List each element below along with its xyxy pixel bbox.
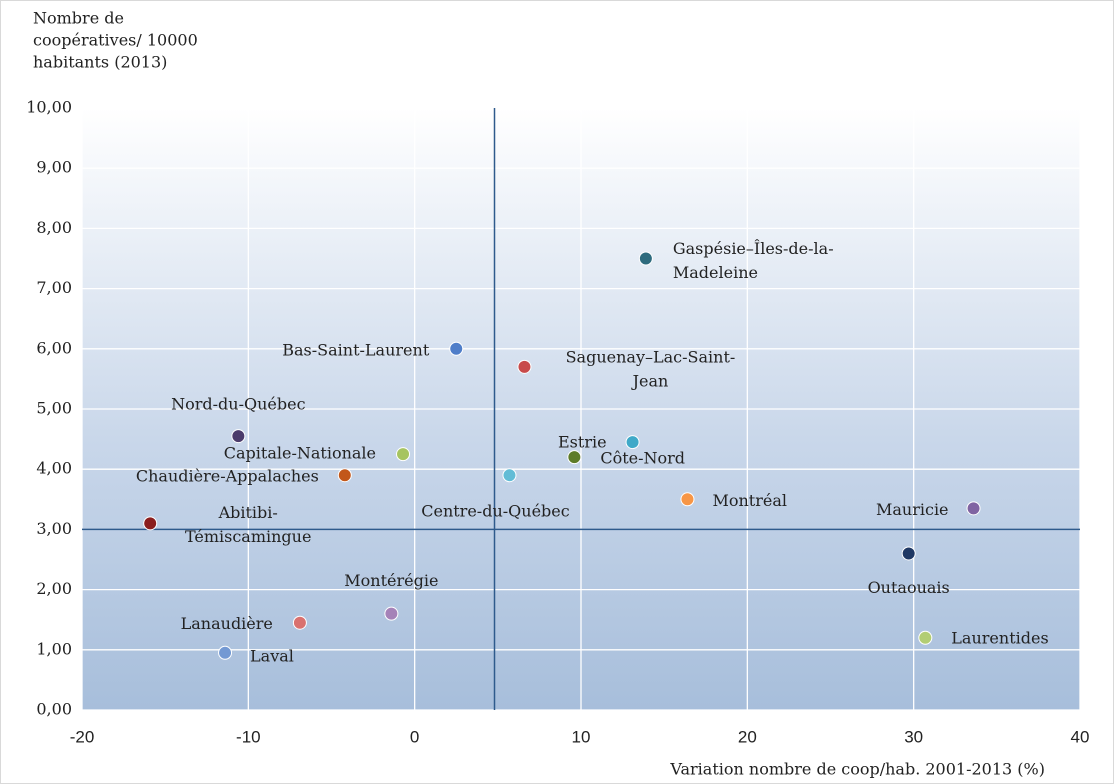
point-label: Mauricie [876,500,949,519]
point-label: Témiscamingue [185,527,312,546]
point [292,615,307,630]
point [449,341,464,356]
point-label: Abitibi- [218,503,278,522]
x-tick-label: 20 [738,727,757,746]
point [625,435,640,450]
point-label: Chaudière-Appalaches [136,467,319,486]
y-tick-label: 3,00 [36,519,72,538]
point-label: Centre-du-Québec [421,502,570,521]
point [502,468,517,483]
point-label: Gaspésie–Îles-de-la- [673,238,834,258]
x-tick-label: -20 [70,727,95,746]
point [567,450,582,465]
point [231,429,246,444]
point [918,630,933,645]
y-tick-label: 2,00 [36,579,72,598]
y-tick-label: 10,00 [26,98,72,117]
y-tick-label: 1,00 [36,639,72,658]
point [638,251,653,266]
point [218,645,233,660]
y-tick-label: 9,00 [36,158,72,177]
point-label: Estrie [558,433,607,452]
point [680,492,695,507]
y-tick-label: 4,00 [36,459,72,478]
point-label: Montréal [712,491,787,510]
y-tick-label: 0,00 [36,700,72,719]
y-tick-label: 6,00 [36,338,72,357]
point [517,359,532,374]
point [337,468,352,483]
point-label: Jean [631,371,669,390]
point-label: Madeleine [673,263,758,282]
point-label: Outaouais [868,578,950,597]
point-label: Laurentides [951,628,1048,647]
y-tick-label: 7,00 [36,278,72,297]
point-label: Montérégie [344,571,438,590]
point-label: Capitale-Nationale [224,444,376,463]
point [396,447,411,462]
point [901,546,916,561]
y-axis-title: Nombre de [33,9,124,28]
x-axis-title: Variation nombre de coop/hab. 2001-2013 … [669,760,1045,779]
x-tick-label: 30 [904,727,923,746]
point [966,501,981,516]
point-label: Lanaudière [181,614,273,633]
point-label: Laval [250,646,294,665]
x-tick-label: 0 [410,727,419,746]
point [143,516,158,531]
point-label: Côte-Nord [600,449,685,468]
y-tick-label: 5,00 [36,399,72,418]
x-tick-label: 40 [1071,727,1090,746]
point-label: Bas-Saint-Laurent [282,340,430,359]
y-axis-title: coopératives/ 10000 [33,31,198,50]
x-tick-label: 10 [572,727,591,746]
y-tick-label: 8,00 [36,218,72,237]
point-label: Saguenay–Lac-Saint- [566,347,736,366]
point [384,606,399,621]
x-tick-label: -10 [236,727,261,746]
point-label: Nord-du-Québec [171,395,305,414]
y-axis-title: habitants (2013) [33,53,167,72]
